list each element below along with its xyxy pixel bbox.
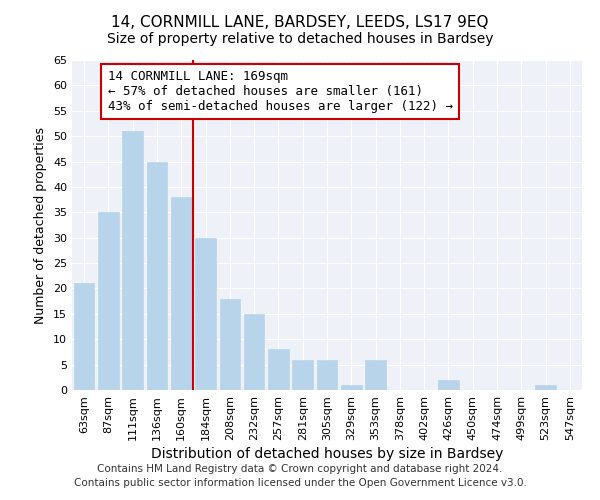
Bar — [535, 385, 556, 390]
Bar — [146, 162, 167, 390]
Bar — [171, 197, 191, 390]
Bar — [74, 284, 94, 390]
Bar — [98, 212, 119, 390]
Bar — [341, 385, 362, 390]
Bar — [195, 238, 216, 390]
Bar — [292, 360, 313, 390]
Bar — [122, 131, 143, 390]
Text: 14, CORNMILL LANE, BARDSEY, LEEDS, LS17 9EQ: 14, CORNMILL LANE, BARDSEY, LEEDS, LS17 … — [111, 15, 489, 30]
Bar — [268, 350, 289, 390]
X-axis label: Distribution of detached houses by size in Bardsey: Distribution of detached houses by size … — [151, 447, 503, 461]
Y-axis label: Number of detached properties: Number of detached properties — [34, 126, 47, 324]
Bar — [438, 380, 459, 390]
Bar — [317, 360, 337, 390]
Text: Size of property relative to detached houses in Bardsey: Size of property relative to detached ho… — [107, 32, 493, 46]
Text: Contains HM Land Registry data © Crown copyright and database right 2024.
Contai: Contains HM Land Registry data © Crown c… — [74, 464, 526, 487]
Bar — [244, 314, 265, 390]
Text: 14 CORNMILL LANE: 169sqm
← 57% of detached houses are smaller (161)
43% of semi-: 14 CORNMILL LANE: 169sqm ← 57% of detach… — [108, 70, 453, 113]
Bar — [365, 360, 386, 390]
Bar — [220, 298, 240, 390]
